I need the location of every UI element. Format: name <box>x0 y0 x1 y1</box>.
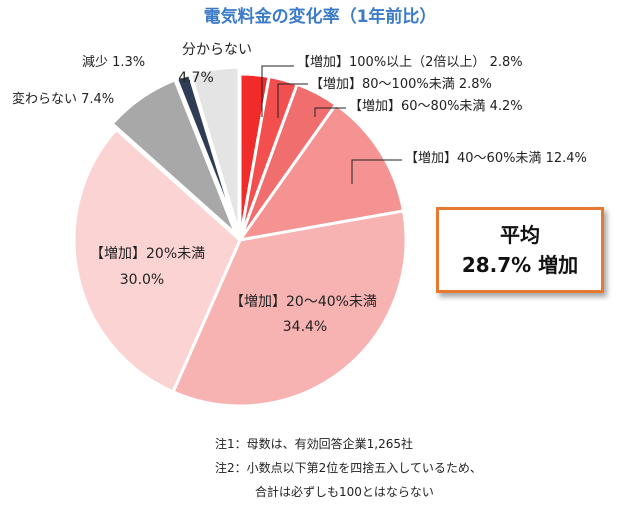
slice-label-5: 【増加】20%未満 <box>90 246 205 262</box>
slice-label-8: 分からない <box>182 42 252 58</box>
chart-title: 電気料金の変化率（1年前比） <box>204 6 437 27</box>
leader-line-2 <box>314 107 346 117</box>
note-1: 注1：母数は、有効回答企業1,265社 <box>215 437 413 451</box>
pie-slice-6 <box>110 77 238 236</box>
average-box: 平均 28.7% 増加 <box>436 207 604 293</box>
leader-line-1 <box>277 83 308 118</box>
average-label: 平均 <box>500 223 540 247</box>
leader-line-3 <box>351 159 402 184</box>
slice-value-4: 34.4% <box>283 319 327 335</box>
pie-slice-5 <box>72 127 242 394</box>
slice-value-5: 30.0% <box>120 272 164 288</box>
slice-label-0: 【増加】100%以上（2倍以上） 2.8% <box>297 55 523 70</box>
pie-labels: 【増加】100%以上（2倍以上） 2.8% 【増加】80～100%未満 2.8% 【… <box>12 42 587 335</box>
notes: 注1：母数は、有効回答企業1,265社 注2：小数点以下第2位を四捨五入している… <box>215 432 482 504</box>
note-3: 合計は必ずしも100とはならない <box>255 485 434 499</box>
pie-slice-3 <box>236 102 406 243</box>
average-value: 28.7% 増加 <box>461 253 579 277</box>
slice-label-6: 変わらない 7.4% <box>12 91 114 107</box>
slice-value-8: 4.7% <box>178 70 214 86</box>
slice-label-3: 【増加】40～60%未満 12.4% <box>405 151 587 166</box>
slice-label-2: 【増加】60～80%未満 4.2% <box>349 99 523 114</box>
pie-slices <box>72 65 408 408</box>
slice-label-1: 【増加】80～100%未満 2.8% <box>310 77 492 92</box>
slice-label-7: 減少 1.3% <box>82 54 145 70</box>
slice-label-4: 【増加】20～40%未満 <box>230 294 377 310</box>
note-2: 注2：小数点以下第2位を四捨五入しているため、 <box>215 461 482 475</box>
leader-line-0 <box>261 65 294 117</box>
pie-slice-8 <box>188 65 241 234</box>
